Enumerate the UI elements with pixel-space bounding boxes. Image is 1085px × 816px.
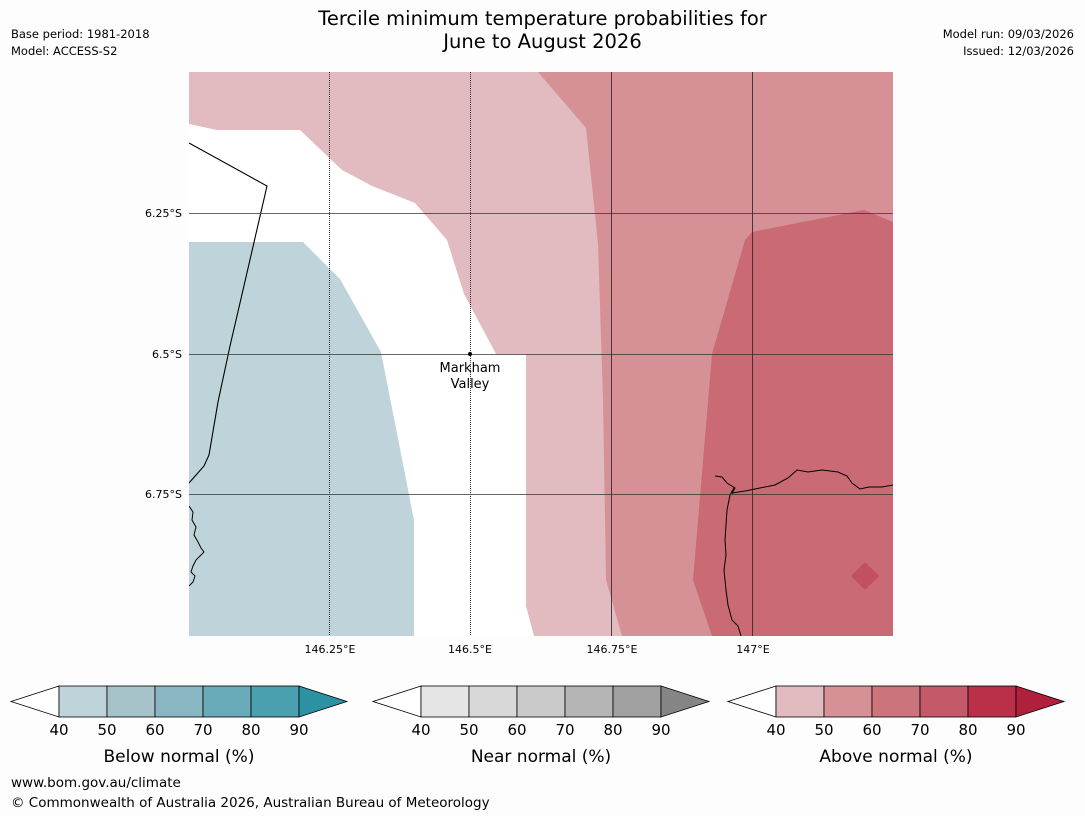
colorbar-under-triangle [371,685,422,718]
lat-label: 6.75°S [145,488,182,501]
above-normal-60-70-region [693,210,893,636]
border-line [189,142,268,484]
colorbar-title: Near normal (%) [471,747,611,767]
title-line-2: June to August 2026 [443,30,642,53]
model-run: Model run: 09/03/2026 [942,27,1074,41]
colorbar-3: 40 50 60 70 80 90 Above normal (%) [726,685,1066,767]
colorbar-1: 40 50 60 70 80 90 Below normal (%) [9,685,349,767]
coastline-west [189,505,205,587]
colorbar-tick-label: 60 [507,721,526,739]
colorbar-title: Above normal (%) [819,747,972,767]
markham-valley-marker [468,352,472,356]
lat-label: 6.25°S [145,207,182,220]
colorbar-segment [919,685,969,718]
colorbar-over-triangle [1015,685,1066,718]
colorbar-tick-label: 40 [766,721,785,739]
colorbar-segment [420,685,470,718]
title-line-1: Tercile minimum temperature probabilitie… [318,7,767,30]
colorbar-tick-label: 80 [603,721,622,739]
colorbar-tick-label: 90 [651,721,670,739]
issued-date: Issued: 12/03/2026 [963,44,1074,58]
lon-label: 147°E [736,643,769,656]
lat-label: 6.5°S [152,348,182,361]
colorbar-tick-label: 60 [862,721,881,739]
map-title: Tercile minimum temperature probabilitie… [0,7,1085,53]
colorbar-segment [775,685,825,718]
colorbar-title: Below normal (%) [104,747,255,767]
colorbar-over-triangle [660,685,711,718]
colorbar-tick-label: 50 [814,721,833,739]
below-normal-40-50-region [189,242,414,636]
colorbar-segment [250,685,300,718]
colorbar-tick-label: 80 [241,721,260,739]
colorbar-tick-label: 50 [97,721,116,739]
colorbar-segment [564,685,614,718]
colorbar-segment [154,685,204,718]
lon-label: 146.75°E [587,643,638,656]
map-plot-area [189,72,893,636]
lon-label: 146.5°E [448,643,492,656]
base-period: Base period: 1981-2018 [11,27,150,41]
longitude-labels: 146.25°E 146.5°E 146.75°E 147°E [305,643,770,656]
coastline-east [714,469,893,636]
model-name: Model: ACCESS-S2 [11,44,118,58]
colorbar-over-triangle [298,685,349,718]
colorbar-segment [58,685,108,718]
colorbar-legends: 40 50 60 70 80 90 Below normal (%) 40 50 60 70 80 90… [9,685,1066,767]
colorbar-tick-label: 70 [910,721,929,739]
place-label-line-2: Valley [451,377,490,392]
footer-url[interactable]: www.bom.gov.au/climate [11,775,181,791]
colorbar-tick-label: 60 [145,721,164,739]
colorbar-segment [871,685,921,718]
colorbar-segment [468,685,518,718]
model-info: Base period: 1981-2018 Model: ACCESS-S2 [11,26,150,60]
colorbar-tick-label: 90 [289,721,308,739]
lon-label: 146.25°E [305,643,356,656]
colorbar-segment [106,685,156,718]
colorbar-tick-label: 90 [1006,721,1025,739]
colorbar-tick-label: 70 [193,721,212,739]
latitude-labels: 6.25°S 6.5°S 6.75°S [145,207,182,501]
colorbar-tick-label: 40 [411,721,430,739]
colorbar-segment [516,685,566,718]
colorbar-under-triangle [726,685,777,718]
colorbar-under-triangle [9,685,60,718]
colorbar-segment [202,685,252,718]
colorbar-tick-label: 50 [459,721,478,739]
colorbar-segment [612,685,662,718]
colorbar-tick-label: 70 [555,721,574,739]
run-info: Model run: 09/03/2026 Issued: 12/03/2026 [943,26,1074,60]
colorbar-tick-label: 40 [49,721,68,739]
colorbar-2: 40 50 60 70 80 90 Near normal (%) [371,685,711,767]
above-normal-70-80-region [851,562,879,590]
footer-copyright: © Commonwealth of Australia 2026, Austra… [11,795,490,811]
colorbar-segment [967,685,1017,718]
colorbar-tick-label: 80 [958,721,977,739]
colorbar-segment [823,685,873,718]
place-label-line-1: Markham [440,361,501,376]
